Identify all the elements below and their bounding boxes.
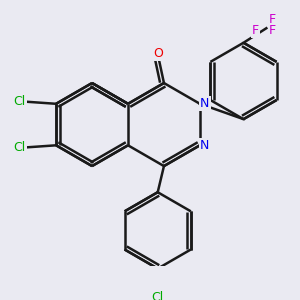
Text: F: F bbox=[268, 13, 275, 26]
Text: F: F bbox=[252, 24, 259, 38]
Text: F: F bbox=[268, 24, 275, 38]
Text: N: N bbox=[200, 139, 210, 152]
Text: N: N bbox=[200, 97, 210, 110]
Text: Cl: Cl bbox=[14, 141, 26, 154]
Text: Cl: Cl bbox=[152, 291, 164, 300]
Text: O: O bbox=[153, 47, 163, 61]
Text: Cl: Cl bbox=[14, 95, 26, 108]
